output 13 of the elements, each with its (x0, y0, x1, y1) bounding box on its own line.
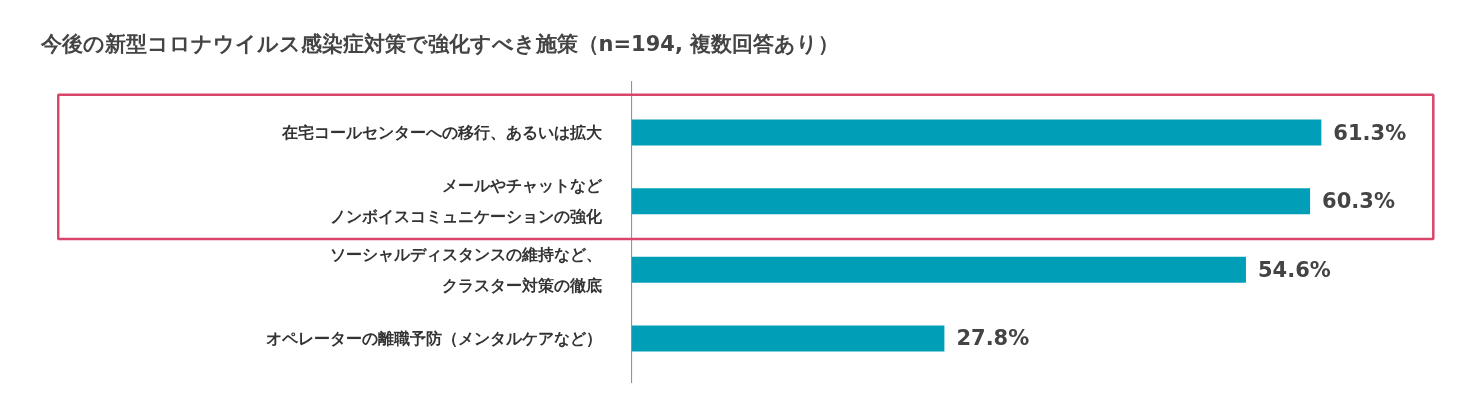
bar (631, 325, 945, 352)
data-label: 27.8% (956, 326, 1030, 351)
y-tick-label: 在宅コールセンターへの移行、あるいは拡大 (280, 123, 603, 143)
data-label: 54.6% (1257, 257, 1331, 282)
y-tick-label: ソーシャルディスタンスの維持など、クラスター対策の徹底 (329, 245, 602, 295)
bar (631, 119, 1322, 146)
data-label: 61.3% (1333, 120, 1407, 145)
y-tick-label: オペレーターの離職予防（メンタルケアなど） (265, 328, 602, 348)
text: 今後の新型コロナウイルス感染症対策で強化すべき施策（n=194, 複数回答あり） (39, 31, 840, 56)
data-label: 60.3% (1322, 189, 1395, 214)
bar (631, 256, 1246, 283)
y-tick-label: メールやチャットなどノンボイスコミュニケーションの強化 (329, 176, 603, 226)
bar (631, 188, 1311, 215)
